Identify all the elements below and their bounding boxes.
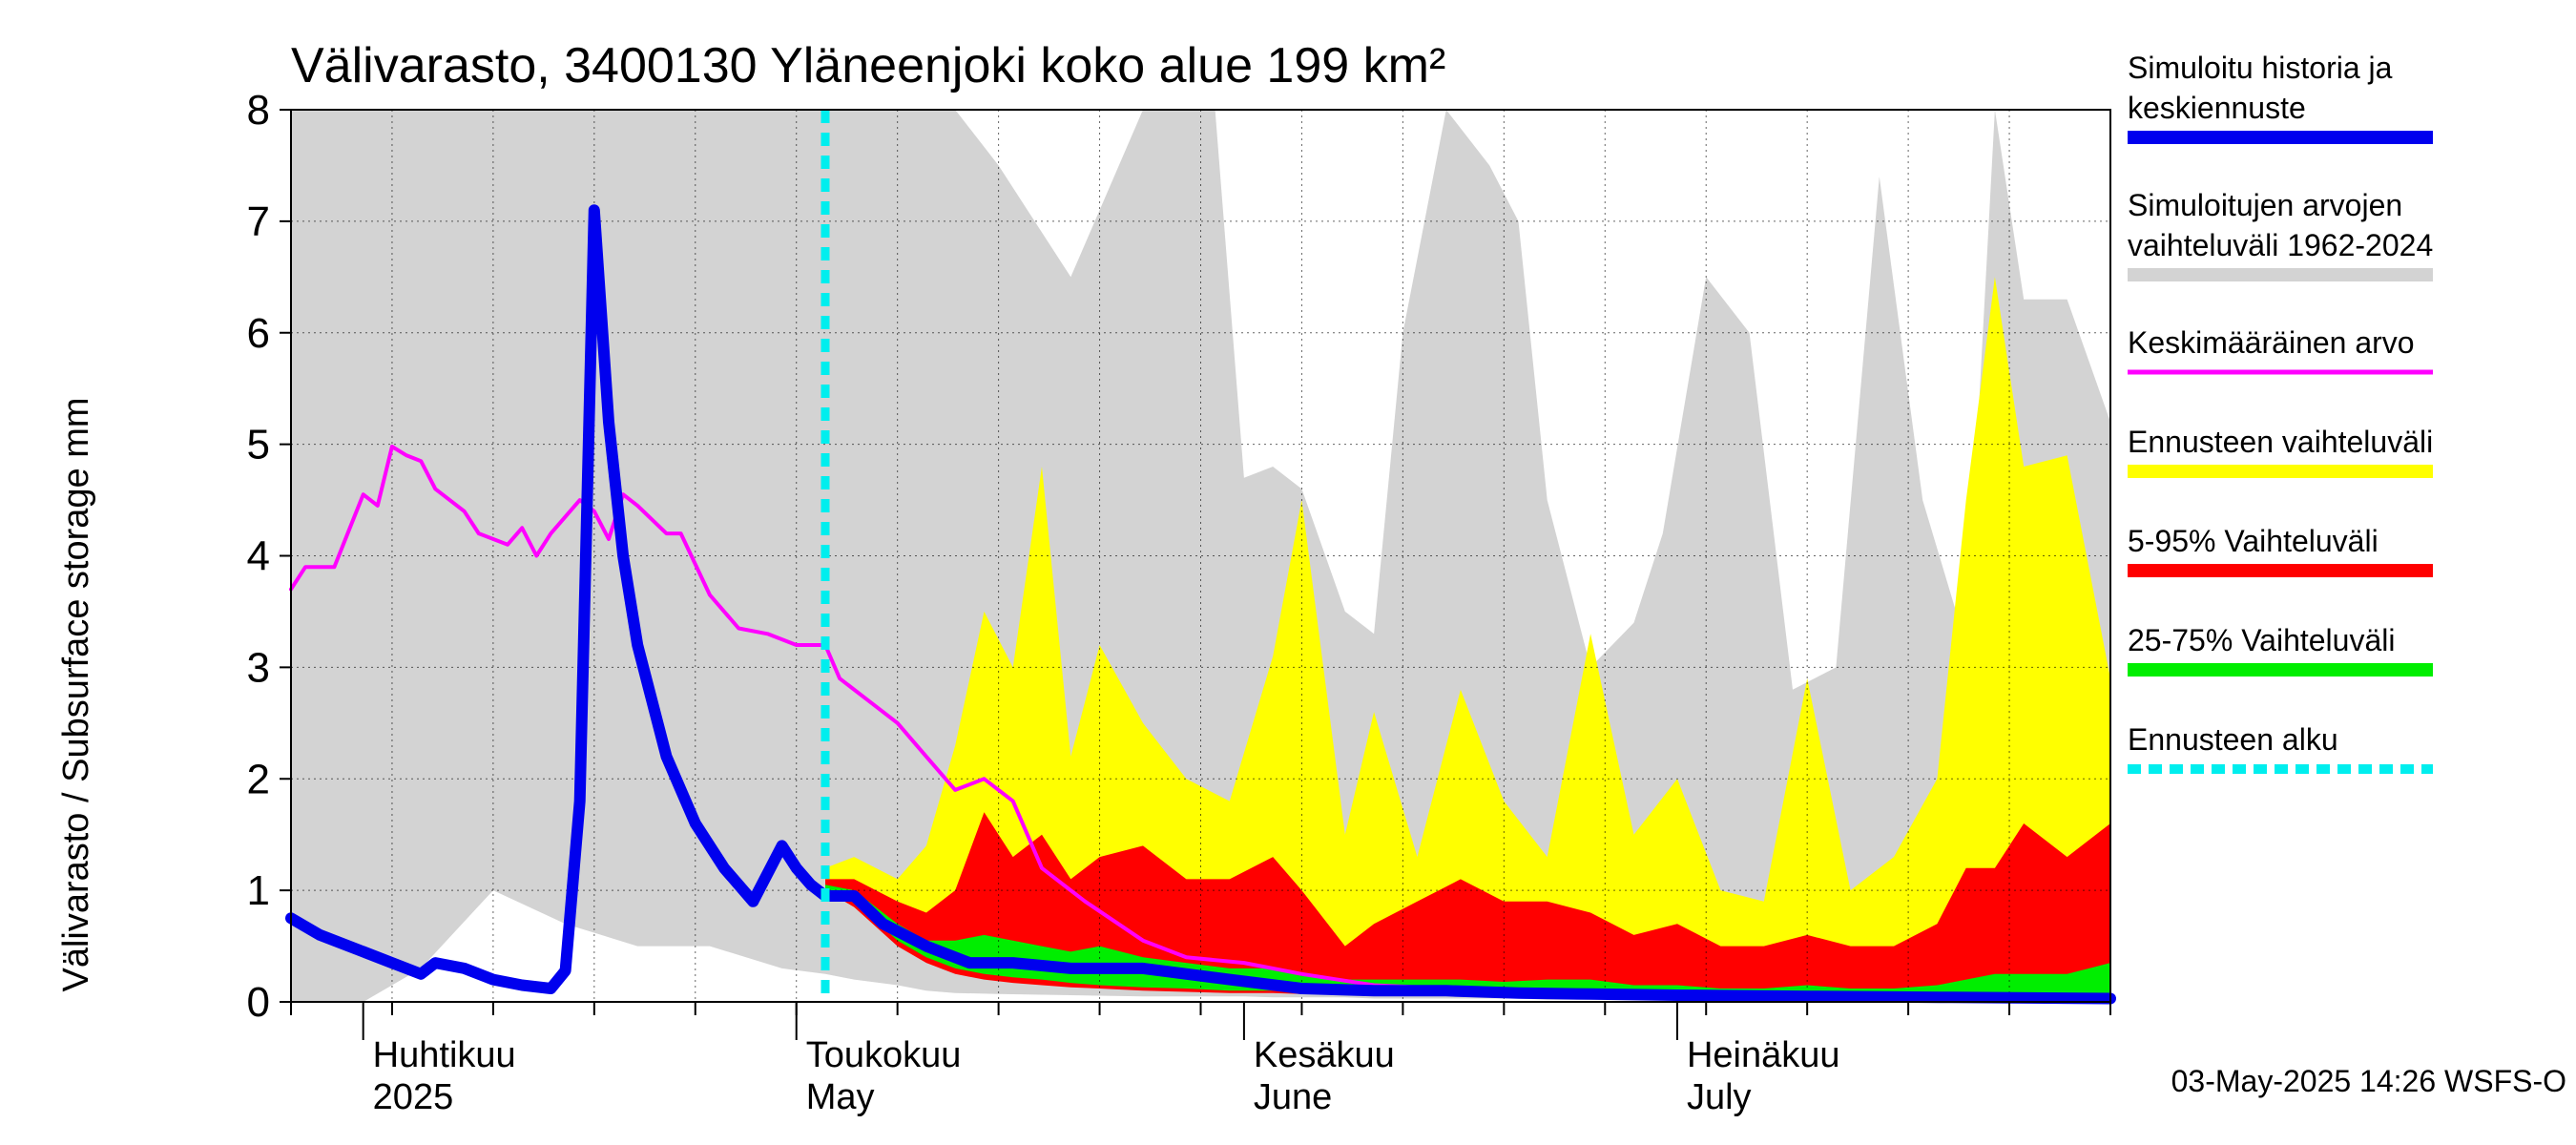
history-range-band: [291, 110, 2110, 1002]
legend-label: Ennusteen alku: [2128, 722, 2338, 757]
legend-label: vaihteluväli 1962-2024: [2128, 228, 2433, 262]
legend-label: 5-95% Vaihteluväli: [2128, 524, 2379, 558]
legend-label: 25-75% Vaihteluväli: [2128, 623, 2395, 657]
chart-title: Välivarasto, 3400130 Yläneenjoki koko al…: [291, 38, 1445, 94]
x-tick-label-fi: Huhtikuu: [373, 1035, 516, 1075]
y-tick-label: 5: [247, 422, 270, 468]
x-tick-label-fi: Kesäkuu: [1254, 1035, 1395, 1075]
y-tick-label: 7: [247, 198, 270, 245]
plot-area: [285, 110, 2116, 1005]
legend-label: Ennusteen vaihteluväli: [2128, 425, 2433, 459]
y-tick-label: 8: [247, 87, 270, 134]
y-tick-label: 2: [247, 756, 270, 802]
footer-timestamp: 03-May-2025 14:26 WSFS-O: [2171, 1064, 2566, 1098]
y-tick-label: 1: [247, 867, 270, 914]
percentile-5-95-band: [825, 812, 2110, 999]
legend: Simuloitu historia ja keskiennuste Simuloi…: [2128, 51, 2433, 774]
y-tick-label: 0: [247, 979, 270, 1026]
legend-label: Simuloitu historia ja: [2128, 51, 2393, 85]
legend-label: Simuloitujen arvojen: [2128, 188, 2402, 222]
x-tick-label-fi: Toukokuu: [806, 1035, 962, 1075]
x-tick-label-fi: Heinäkuu: [1687, 1035, 1840, 1075]
x-tick-label-en: 2025: [373, 1077, 454, 1117]
axes: 012345678Huhtikuu2025ToukokuuMayKesäkuuJ…: [247, 87, 2111, 1117]
forecast-range-band: [825, 277, 2110, 998]
x-tick-label-en: July: [1687, 1077, 1752, 1117]
simulated-line: [285, 204, 2116, 1005]
x-tick-label-en: June: [1254, 1077, 1332, 1117]
y-tick-label: 4: [247, 533, 270, 580]
x-tick-label-en: May: [806, 1077, 875, 1117]
y-tick-label: 6: [247, 310, 270, 357]
y-tick-label: 3: [247, 644, 270, 691]
y-axis-label: Välivarasto / Subsurface storage mm: [56, 397, 96, 991]
legend-label: keskiennuste: [2128, 91, 2306, 125]
mean-line: [289, 445, 2112, 999]
legend-label: Keskimääräinen arvo: [2128, 325, 2415, 360]
